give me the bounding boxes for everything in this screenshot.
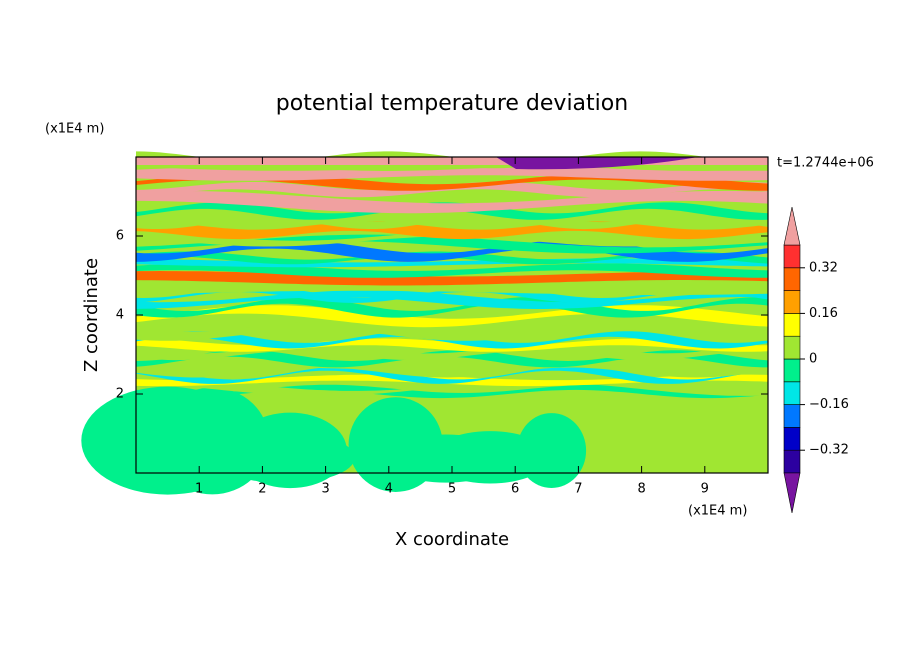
colorbar-box xyxy=(783,335,801,360)
field-top-band xyxy=(496,157,698,170)
colorbar-label: 0.16 xyxy=(809,306,838,321)
field-layer xyxy=(136,165,768,181)
colorbar-label: 0.32 xyxy=(809,260,838,275)
x-tick-label: 8 xyxy=(637,482,645,497)
colorbar-label: 0 xyxy=(809,352,817,367)
colorbar-box xyxy=(783,290,801,314)
field-layer xyxy=(136,230,768,247)
x-tick-label: 7 xyxy=(574,482,582,497)
y-axis-label: Z coordinate xyxy=(81,258,102,372)
field-layer xyxy=(136,384,768,399)
field-layer xyxy=(136,366,768,384)
y-tick-label: 6 xyxy=(116,229,124,244)
y-unit: (x1E4 m) xyxy=(45,122,104,137)
colorbar-label: −0.32 xyxy=(809,443,849,458)
field-blob xyxy=(155,387,269,495)
x-tick-label: 5 xyxy=(448,482,456,497)
contour-field xyxy=(81,151,768,495)
x-tick-label: 9 xyxy=(701,482,709,497)
chart-title: potential temperature deviation xyxy=(276,91,628,116)
field-layer xyxy=(136,251,768,265)
colorbar-box xyxy=(783,244,801,269)
colorbar-label: −0.16 xyxy=(809,397,849,412)
field-layer xyxy=(136,297,768,318)
field-layer xyxy=(136,281,768,295)
x-tick-label: 1 xyxy=(195,482,203,497)
x-tick-label: 4 xyxy=(385,482,393,497)
field-blob xyxy=(430,431,550,484)
field-layer xyxy=(136,234,768,254)
colorbar-box xyxy=(783,404,801,428)
colorbar-extend-top xyxy=(783,206,801,246)
x-unit: (x1E4 m) xyxy=(688,504,747,519)
field-layer xyxy=(136,182,768,198)
x-axis-label: X coordinate xyxy=(395,529,509,550)
x-tick-label: 3 xyxy=(321,482,329,497)
colorbar-box xyxy=(783,267,801,291)
field-layer xyxy=(136,202,768,220)
field-blob xyxy=(348,397,443,492)
colorbar-box xyxy=(783,381,801,405)
colorbar-box xyxy=(783,358,801,383)
time-label: t=1.2744e+06 xyxy=(777,156,874,171)
field-layer xyxy=(136,350,768,368)
colorbar-box xyxy=(783,427,801,451)
y-tick-label: 4 xyxy=(116,308,124,323)
colorbar-box xyxy=(783,313,801,337)
y-tick-label: 2 xyxy=(116,387,124,402)
x-tick-label: 6 xyxy=(511,482,519,497)
colorbar-extend-bottom xyxy=(783,472,801,514)
colorbar-box xyxy=(783,449,801,474)
x-tick-label: 2 xyxy=(258,482,266,497)
field-layer xyxy=(136,338,768,352)
field-layer xyxy=(136,258,768,268)
